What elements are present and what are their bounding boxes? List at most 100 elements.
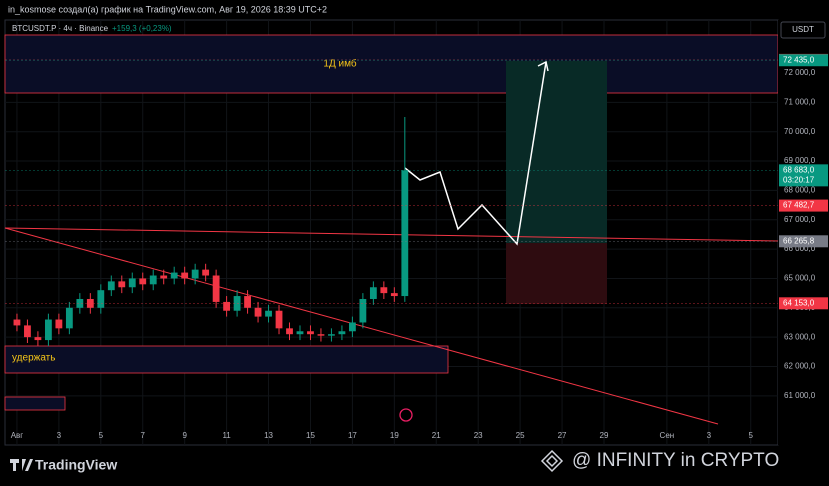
candle-body: [380, 287, 388, 294]
candle-body: [24, 325, 31, 338]
imbalance-zone: [4, 34, 779, 94]
x-tick-label: Сен: [660, 431, 675, 440]
price-label: 68 683,0: [783, 165, 815, 174]
candle-body: [149, 275, 157, 285]
trend-line: [4, 227, 719, 425]
x-tick-label: 7: [141, 431, 146, 440]
y-tick-label: 68 000,0: [784, 186, 816, 195]
logo: TradingView: [35, 457, 117, 473]
x-tick-label: 19: [390, 431, 399, 440]
x-tick-label: 9: [182, 431, 187, 440]
candle-body: [97, 290, 105, 308]
candle-body: [55, 319, 63, 329]
x-tick-label: 27: [558, 431, 567, 440]
candle-body: [65, 307, 73, 329]
y-tick-label: 65 000,0: [784, 274, 816, 283]
y-tick-label: 69 000,0: [784, 156, 816, 165]
x-tick-label: 17: [348, 431, 357, 440]
candle-body: [359, 298, 367, 323]
candle-body: [328, 334, 335, 336]
candle-body: [13, 319, 21, 326]
candle-body: [390, 293, 398, 297]
candle-body: [348, 322, 356, 332]
y-tick-label: 67 000,0: [784, 215, 816, 224]
currency-box[interactable]: [780, 21, 826, 39]
price-label: 67 482,7: [783, 201, 815, 210]
y-tick-label: 71 000,0: [784, 97, 816, 106]
candle-body: [244, 296, 251, 308]
candle-body: [296, 331, 304, 335]
hold-zone: [4, 345, 449, 374]
price-label: 72 435,0: [783, 55, 815, 64]
event-icon[interactable]: [399, 408, 413, 422]
price-axis: [778, 20, 829, 445]
candle-body: [44, 319, 52, 341]
candle-body: [34, 337, 42, 341]
candle-body: [212, 275, 220, 302]
annotation: удержать: [12, 353, 55, 364]
candle-body: [139, 278, 147, 285]
candle-body: [275, 310, 283, 329]
long-stop: [506, 243, 607, 304]
candle-body: [317, 334, 325, 336]
y-tick-label: 62 000,0: [784, 362, 816, 371]
price-label: 66 265,8: [783, 236, 815, 245]
candle-body: [202, 269, 210, 276]
watermark-icon: [540, 449, 564, 473]
x-tick-label: 5: [99, 431, 104, 440]
change: +159,3 (+0,23%): [112, 24, 172, 33]
candle-body: [181, 272, 189, 279]
candle-body: [338, 331, 346, 335]
price-label-box: [779, 297, 828, 310]
annotation: 1Д имб: [323, 58, 356, 70]
candle-body: [265, 310, 272, 317]
long-target: [506, 61, 607, 243]
candle-body: [128, 278, 136, 288]
x-tick-label: Авг: [11, 431, 24, 440]
axes: 61 000,062 000,063 000,064 000,065 000,0…: [11, 53, 828, 440]
candle-body: [118, 281, 126, 288]
zone-small: [4, 396, 66, 411]
candle-body: [170, 272, 178, 279]
candles: [5, 59, 778, 346]
y-tick-label: 63 000,0: [784, 332, 816, 341]
x-tick-label: 3: [707, 431, 712, 440]
currency[interactable]: USDT: [792, 25, 814, 34]
watermark: @ INFINITY in CRYPTO: [572, 450, 779, 471]
candle-body: [286, 328, 293, 335]
logo-icon: [10, 459, 33, 471]
symbol: BTCUSDT.P · 4ч · Binance: [12, 24, 109, 33]
x-tick-label: 21: [432, 431, 441, 440]
candle-body: [76, 298, 84, 308]
y-tick-label: 70 000,0: [784, 127, 816, 136]
x-tick-label: 3: [57, 431, 62, 440]
x-tick-label: 15: [306, 431, 315, 440]
candle-body: [191, 269, 199, 279]
price-label-box: [779, 199, 828, 212]
x-tick-label: 13: [264, 431, 273, 440]
x-tick-label: 29: [600, 431, 609, 440]
candle-body: [369, 287, 377, 299]
candle-body: [107, 281, 115, 291]
price-label-box: [779, 54, 828, 67]
candle-body: [160, 275, 168, 279]
y-tick-label: 72 000,0: [784, 68, 816, 77]
price-label-box: [779, 235, 828, 248]
y-tick-label: 61 000,0: [784, 391, 816, 400]
price-label-box: [779, 164, 828, 187]
candle-body: [254, 307, 262, 317]
x-tick-label: 11: [222, 431, 231, 440]
header-text: in_kosmose создал(а) график на TradingVi…: [8, 4, 327, 14]
projection-path: [404, 61, 547, 246]
candle-body: [223, 301, 231, 311]
arrow-head: [537, 60, 549, 72]
y-tick-label: 66 000,0: [784, 244, 816, 253]
x-tick-label: 23: [474, 431, 483, 440]
trend-line: [4, 227, 779, 242]
countdown: 03:20:17: [783, 175, 815, 184]
candle-body: [307, 331, 314, 335]
x-tick-label: 25: [516, 431, 525, 440]
price-label: 64 153,0: [783, 298, 815, 307]
x-tick-label: 5: [749, 431, 754, 440]
